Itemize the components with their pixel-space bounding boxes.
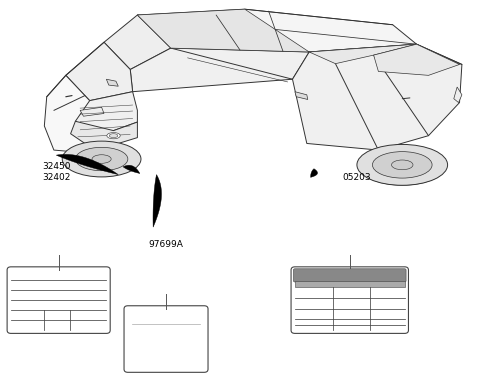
FancyBboxPatch shape <box>291 267 408 333</box>
Polygon shape <box>66 42 132 101</box>
Ellipse shape <box>357 144 447 185</box>
Polygon shape <box>123 165 140 173</box>
FancyBboxPatch shape <box>7 267 110 333</box>
Bar <box>295 281 405 287</box>
Text: 97699A: 97699A <box>149 240 183 249</box>
Polygon shape <box>75 92 137 134</box>
Ellipse shape <box>62 141 141 177</box>
FancyBboxPatch shape <box>124 306 208 372</box>
Polygon shape <box>107 79 118 86</box>
Polygon shape <box>309 44 417 64</box>
Text: 05203: 05203 <box>343 173 371 182</box>
FancyBboxPatch shape <box>293 269 406 282</box>
Polygon shape <box>56 154 118 174</box>
Ellipse shape <box>92 155 111 163</box>
Polygon shape <box>153 174 161 227</box>
Polygon shape <box>292 44 462 150</box>
Polygon shape <box>44 75 118 153</box>
Ellipse shape <box>372 152 432 178</box>
Text: 32450
32402: 32450 32402 <box>42 162 71 182</box>
Polygon shape <box>373 44 459 75</box>
Ellipse shape <box>107 132 120 139</box>
Ellipse shape <box>109 134 118 138</box>
Ellipse shape <box>392 160 413 170</box>
Polygon shape <box>454 87 462 103</box>
Polygon shape <box>137 9 309 52</box>
Polygon shape <box>311 169 317 177</box>
Polygon shape <box>71 121 137 143</box>
Polygon shape <box>80 107 104 116</box>
Polygon shape <box>130 48 309 92</box>
Polygon shape <box>137 9 417 52</box>
Ellipse shape <box>75 147 128 171</box>
Polygon shape <box>295 92 308 100</box>
Polygon shape <box>104 15 171 69</box>
